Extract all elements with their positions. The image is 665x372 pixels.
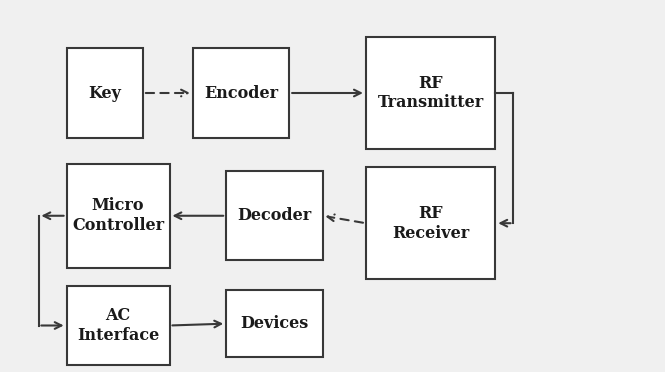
Text: AC
Interface: AC Interface <box>77 307 159 344</box>
Text: Micro
Controller: Micro Controller <box>72 198 164 234</box>
Text: RF
Transmitter: RF Transmitter <box>378 75 483 111</box>
Bar <box>193 48 289 138</box>
Text: Key: Key <box>88 84 121 102</box>
Bar <box>366 37 495 149</box>
Bar <box>66 48 143 138</box>
Bar <box>366 167 495 279</box>
Bar <box>66 286 170 365</box>
Text: Decoder: Decoder <box>237 207 311 224</box>
Text: RF
Receiver: RF Receiver <box>392 205 469 241</box>
Bar <box>226 290 323 357</box>
Text: Encoder: Encoder <box>204 84 278 102</box>
Text: Devices: Devices <box>240 315 309 332</box>
Bar <box>66 164 170 268</box>
Bar <box>226 171 323 260</box>
